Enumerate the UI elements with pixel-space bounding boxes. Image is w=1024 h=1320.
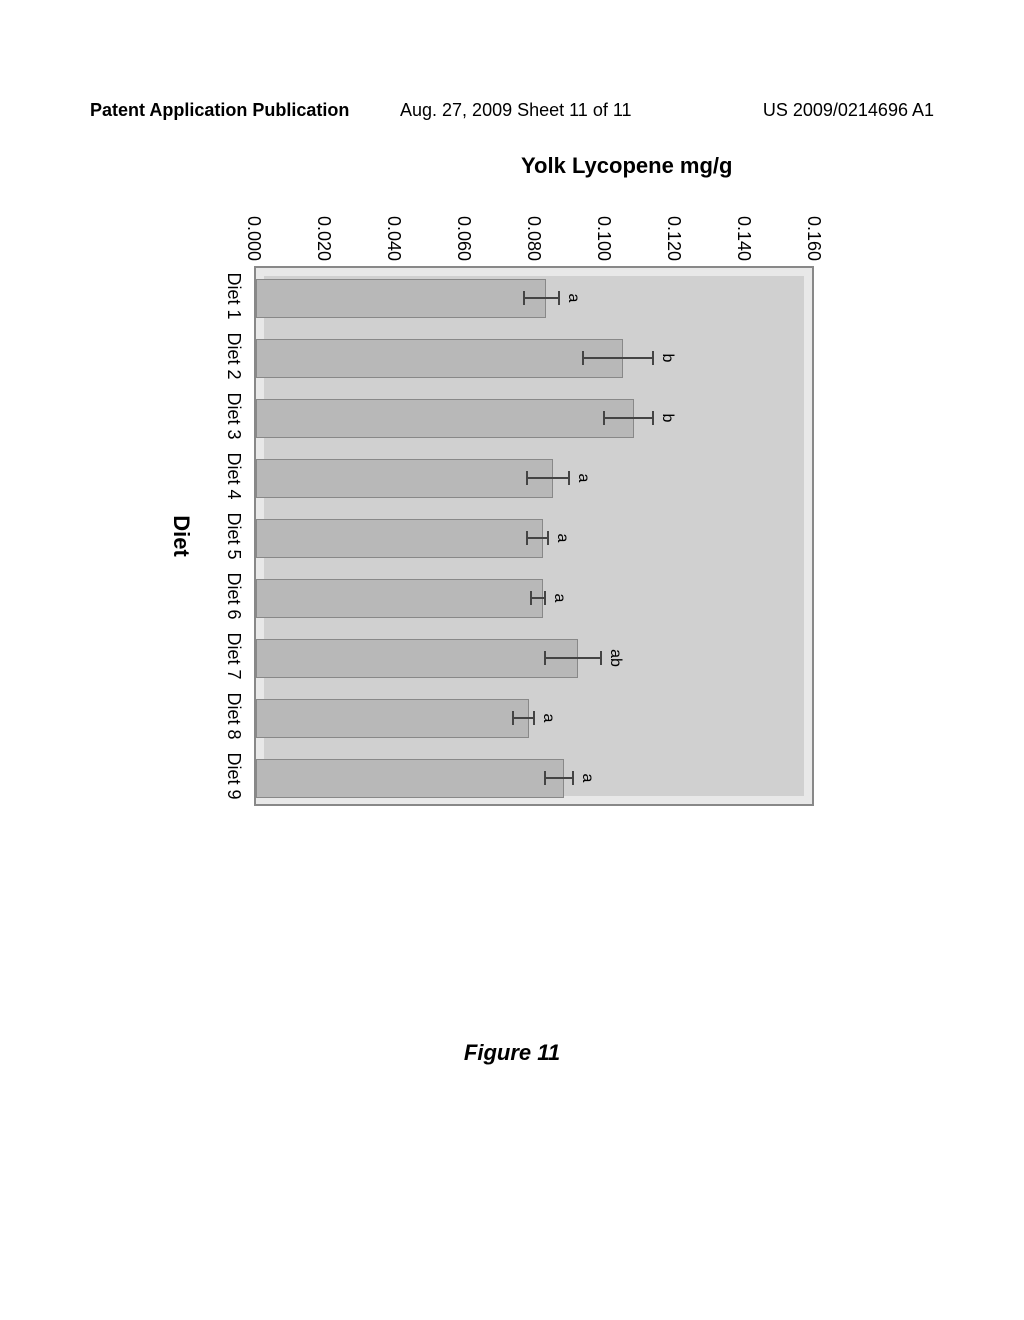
significance-label: a [578,774,596,783]
error-cap [653,411,655,425]
y-tick-label: 0.040 [383,201,404,261]
error-cap [544,651,546,665]
error-bar [529,477,571,479]
bar [256,279,547,318]
error-bar [529,537,550,539]
error-cap [534,711,536,725]
plot-area: abbaaaabaa [254,266,814,806]
error-bar [606,417,655,419]
significance-label: a [550,594,568,603]
y-tick-label: 0.140 [733,201,754,261]
bar [256,399,634,438]
significance-label: a [564,294,582,303]
y-tick-label: 0.080 [523,201,544,261]
header-date-sheet: Aug. 27, 2009 Sheet 11 of 11 [400,100,632,121]
error-cap [544,591,546,605]
error-bar [515,717,536,719]
bar [256,459,554,498]
error-cap [523,291,525,305]
bar [256,339,624,378]
x-tick-label: Diet 8 [223,692,244,739]
chart-inner: abbaaaabaa Yolk Lycopene mg/g Diet 0.000… [96,146,874,876]
significance-label: a [554,534,572,543]
error-cap [527,531,529,545]
error-cap [530,591,532,605]
bar [256,759,564,798]
x-tick-label: Diet 4 [223,452,244,499]
error-cap [558,291,560,305]
significance-label: a [540,714,558,723]
error-bar [525,297,560,299]
x-tick-label: Diet 9 [223,752,244,799]
error-cap [572,771,574,785]
x-tick-label: Diet 5 [223,512,244,559]
y-tick-label: 0.020 [313,201,334,261]
x-tick-label: Diet 3 [223,392,244,439]
bar [256,639,578,678]
error-cap [569,471,571,485]
header-patent-number: US 2009/0214696 A1 [763,100,934,121]
error-bar [546,777,574,779]
significance-label: ab [606,649,624,667]
error-cap [600,651,602,665]
error-cap [548,531,550,545]
chart-container: abbaaaabaa Yolk Lycopene mg/g Diet 0.000… [144,146,874,924]
x-tick-label: Diet 6 [223,572,244,619]
x-tick-label: Diet 7 [223,632,244,679]
bar [256,699,529,738]
error-cap [513,711,515,725]
x-tick-label: Diet 2 [223,332,244,379]
error-cap [544,771,546,785]
x-axis-label: Diet [168,515,194,557]
header-publication: Patent Application Publication [90,100,349,121]
figure-caption: Figure 11 [464,1040,560,1066]
error-bar [585,357,655,359]
y-tick-label: 0.100 [593,201,614,261]
y-tick-label: 0.160 [803,201,824,261]
y-axis-label: Yolk Lycopene mg/g [521,153,732,179]
significance-label: a [575,474,593,483]
error-cap [527,471,529,485]
significance-label: b [659,354,677,363]
significance-label: b [659,414,677,423]
y-tick-label: 0.000 [243,201,264,261]
error-bar [546,657,602,659]
bar [256,519,543,558]
y-tick-label: 0.060 [453,201,474,261]
error-cap [604,411,606,425]
y-tick-label: 0.120 [663,201,684,261]
x-tick-label: Diet 1 [223,272,244,319]
error-cap [583,351,585,365]
bar [256,579,543,618]
error-cap [653,351,655,365]
